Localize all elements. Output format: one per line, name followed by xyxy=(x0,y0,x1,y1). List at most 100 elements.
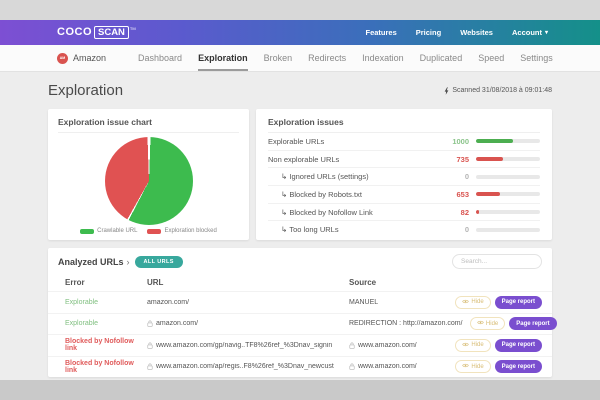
site-nav: AM Amazon Dashboard Exploration Broken R… xyxy=(0,45,600,72)
hide-label: Hide xyxy=(485,320,499,327)
url-cell: amazon.com/ xyxy=(147,299,349,306)
analyzed-title: Analyzed URLs xyxy=(58,256,124,267)
issue-value: 0 xyxy=(464,172,469,182)
topbar-link-websites[interactable]: Websites xyxy=(460,28,493,37)
hide-label: Hide xyxy=(471,363,484,370)
table-body: Explorable amazon.com/ MANUEL Hide Page … xyxy=(48,291,557,378)
table-row: Explorable amazon.com/ MANUEL Hide Page … xyxy=(48,291,552,313)
account-label: Account xyxy=(511,28,542,37)
topbar-link-account[interactable]: Account ▾ xyxy=(512,28,548,37)
nav-tabs: Dashboard Exploration Broken Redirects I… xyxy=(138,45,553,71)
source-text: MANUEL xyxy=(349,298,379,306)
page-report-button[interactable]: Page report xyxy=(494,360,542,374)
tab-redirects[interactable]: Redirects xyxy=(308,53,347,63)
issue-progress-fill xyxy=(476,139,514,144)
row-actions: Hide Page report xyxy=(448,295,542,309)
app-window: COCO SCAN TM Features Pricing Websites A… xyxy=(0,20,600,380)
legend-swatch-red xyxy=(147,228,162,234)
source-cell: www.amazon.com/ xyxy=(349,342,448,349)
tab-indexation[interactable]: Indexation xyxy=(362,53,404,63)
legend-item-crawlable: Crawlable URL xyxy=(80,228,137,234)
issue-value: 0 xyxy=(464,225,469,235)
column-header-error: Error xyxy=(65,278,85,287)
main-content: Exploration Scanned 31/08/2018 à 09:01:4… xyxy=(0,72,600,380)
url-link[interactable]: amazon.com/ xyxy=(147,298,190,306)
issue-value: 1000 xyxy=(452,136,469,146)
logo-scan-text: SCAN xyxy=(94,26,129,39)
legend-label-blocked: Exploration blocked xyxy=(164,228,217,234)
page-header: Exploration Scanned 31/08/2018 à 09:01:4… xyxy=(48,72,552,109)
url-cell: www.amazon.com/ap/regis..F8%26ref_%3Dnav… xyxy=(147,363,349,370)
scan-timestamp-text: Scanned 31/08/2018 à 09:01:48 xyxy=(452,87,552,94)
issue-row-explorable: Explorable URLs 1000 xyxy=(268,133,540,151)
issue-label: Ignored URLs (settings) xyxy=(268,172,368,181)
amazon-site-icon: AM xyxy=(57,52,68,64)
column-header-url: URL xyxy=(147,278,164,287)
eye-icon xyxy=(477,320,484,327)
source-text: www.amazon.com/ xyxy=(358,341,417,349)
row-actions: Hide Page report xyxy=(448,360,542,374)
issue-row-nofollow: Blocked by Nofollow Link 82 xyxy=(268,204,540,222)
hide-button[interactable]: Hide xyxy=(455,338,491,352)
issue-row-non-explorable: Non explorable URLs 735 xyxy=(268,151,540,169)
tab-speed[interactable]: Speed xyxy=(478,53,505,63)
lightning-bolt-icon xyxy=(444,86,449,95)
chart-legend: Crawlable URL Exploration blocked xyxy=(58,228,239,234)
source-text: REDIRECTION : http://amazon.com/ xyxy=(349,320,463,328)
exploration-pie-chart xyxy=(104,136,193,225)
page-report-button[interactable]: Page report xyxy=(509,317,557,331)
analyzed-header: Analyzed URLs › ALL URLS xyxy=(48,248,552,274)
tab-broken[interactable]: Broken xyxy=(263,53,293,63)
all-urls-badge[interactable]: ALL URLS xyxy=(134,255,183,268)
lock-icon xyxy=(147,342,153,349)
topbar-link-pricing[interactable]: Pricing xyxy=(415,28,442,37)
search-input[interactable] xyxy=(452,254,542,269)
issue-value: 653 xyxy=(456,189,469,199)
chart-card-title: Exploration issue chart xyxy=(58,117,239,133)
issue-progress-bar xyxy=(476,139,540,144)
page-report-button[interactable]: Page report xyxy=(494,295,542,309)
source-cell: MANUEL xyxy=(349,299,448,306)
issue-progress-bar xyxy=(476,157,540,161)
issue-label: Blocked by Nofollow Link xyxy=(268,208,372,217)
legend-item-blocked: Exploration blocked xyxy=(147,228,217,234)
page-title: Exploration xyxy=(48,82,124,99)
row-actions: Hide Page report xyxy=(448,338,542,352)
issue-label: Blocked by Robots.txt xyxy=(268,190,362,199)
url-link[interactable]: www.amazon.com/ap/regis..F8%26ref_%3Dnav… xyxy=(156,363,334,371)
eye-icon xyxy=(462,342,470,349)
issue-row-robots: Blocked by Robots.txt 653 xyxy=(268,186,540,204)
hide-button[interactable]: Hide xyxy=(469,317,506,331)
logo-trademark: TM xyxy=(129,26,136,31)
exploration-issues-card: Exploration issues Explorable URLs 1000 … xyxy=(256,109,552,240)
url-link[interactable]: www.amazon.com/gp/navig..TF8%26ref_%3Dna… xyxy=(156,341,333,349)
error-cell: Blocked by Nofollow link xyxy=(65,359,134,374)
column-header-source: Source xyxy=(349,278,377,287)
url-cell: amazon.com/ xyxy=(147,320,349,327)
lock-icon xyxy=(349,363,355,370)
table-header: Error URL Source xyxy=(48,274,552,291)
topbar-link-features[interactable]: Features xyxy=(365,28,397,37)
tab-dashboard[interactable]: Dashboard xyxy=(138,53,183,63)
scan-timestamp: Scanned 31/08/2018 à 09:01:48 xyxy=(444,86,552,95)
tab-duplicated[interactable]: Duplicated xyxy=(419,53,463,63)
topbar-links: Features Pricing Websites Account ▾ xyxy=(365,28,548,37)
site-selector[interactable]: AM Amazon xyxy=(57,45,106,71)
chevron-right-icon: › xyxy=(126,256,130,267)
url-link[interactable]: amazon.com/ xyxy=(156,320,199,328)
page-report-button[interactable]: Page report xyxy=(494,338,542,352)
outer-background-top xyxy=(0,0,600,20)
cocoscan-logo[interactable]: COCO SCAN TM xyxy=(57,26,136,39)
hide-button[interactable]: Hide xyxy=(455,295,491,309)
issues-card-title: Exploration issues xyxy=(268,117,540,133)
tab-exploration[interactable]: Exploration xyxy=(198,45,248,71)
tab-settings[interactable]: Settings xyxy=(520,53,553,63)
table-row: Blocked by Nofollow link www.amazon.com/… xyxy=(48,355,552,378)
hide-button[interactable]: Hide xyxy=(455,360,491,374)
chevron-down-icon: ▾ xyxy=(544,30,548,36)
issue-progress-fill xyxy=(476,157,503,161)
source-cell: www.amazon.com/ xyxy=(349,363,448,370)
source-text: www.amazon.com/ xyxy=(358,363,417,371)
issue-row-too-long: Too long URLs 0 xyxy=(268,221,540,238)
issue-label: Explorable URLs xyxy=(268,136,325,146)
